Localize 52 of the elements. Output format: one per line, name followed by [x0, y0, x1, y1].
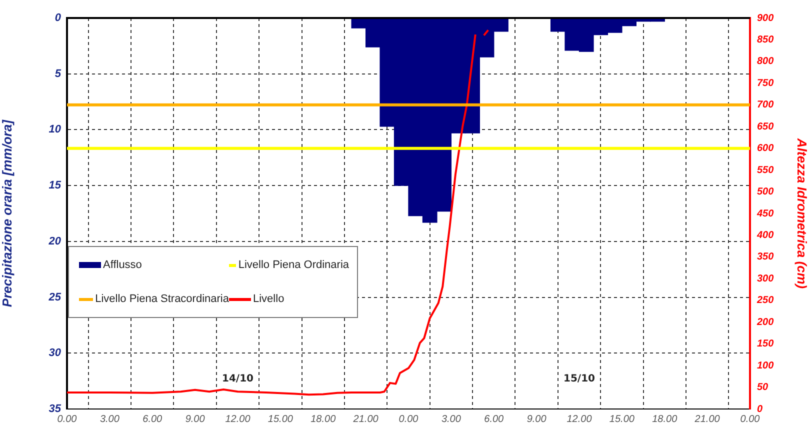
y-tick-label: 10 [48, 124, 62, 136]
y2-tick-label: 900 [757, 12, 774, 24]
x-tick-label: 6.00 [142, 414, 163, 425]
x-tick-label: 12.00 [566, 414, 592, 425]
y2-tick-label: 500 [757, 186, 774, 198]
legend-label: Livello Piena Stracordinaria [95, 293, 229, 305]
x-tick-label: 3.00 [100, 414, 120, 425]
x-tick-label: 3.00 [441, 414, 462, 425]
y2-tick-label: 600 [757, 143, 774, 154]
y-tick-label: 5 [54, 68, 62, 80]
y2-tick-label: 850 [757, 34, 774, 46]
y2-tick-label: 100 [757, 360, 774, 372]
x-tick-label: 18.00 [310, 414, 336, 425]
y-tick-label: 30 [48, 347, 62, 360]
y2-tick-label: 150 [757, 338, 774, 350]
legend-label: Afflusso [103, 259, 142, 271]
y2-tick-label: 450 [756, 208, 774, 220]
y2-tick-label: 300 [757, 273, 774, 284]
y2-tick-label: 350 [757, 252, 774, 263]
x-tick-label: 0.00 [57, 414, 78, 425]
x-tick-label: 18.00 [652, 414, 678, 425]
x-tick-label: 21.00 [694, 414, 720, 425]
y2-tick-label: 750 [757, 78, 774, 89]
y-tick-label: 25 [48, 291, 62, 304]
y2-tick-label: 250 [756, 295, 774, 306]
annotation: 15/10 [564, 374, 596, 385]
annotation: 14/10 [222, 374, 254, 385]
y2-tick-label: 50 [757, 382, 769, 394]
y2-tick-label: 800 [757, 56, 774, 68]
y2-tick-label: 0 [757, 404, 763, 415]
y2-tick-label: 550 [757, 164, 774, 176]
legend-label: Livello [253, 293, 284, 305]
x-tick-label: 0.00 [740, 414, 760, 425]
y-axis-title: Precipitazione oraria [mm/ora] [0, 119, 14, 308]
y2-tick-label: 400 [756, 230, 774, 241]
x-tick-label: 0.00 [398, 414, 419, 425]
x-tick-label: 6.00 [484, 414, 504, 425]
y2-tick-label: 700 [757, 100, 774, 111]
x-tick-label: 21.00 [352, 414, 379, 425]
y2-tick-label: 650 [757, 121, 774, 132]
x-tick-label: 12.00 [225, 414, 251, 425]
y-tick-label: 0 [54, 12, 62, 24]
y2-tick-label: 200 [756, 316, 774, 328]
x-tick-label: 9.00 [185, 414, 206, 425]
x-tick-label: 15.00 [268, 414, 294, 425]
y-tick-label: 35 [48, 403, 62, 416]
legend-label: Livello Piena Ordinaria [238, 259, 349, 271]
x-tick-label: 15.00 [609, 414, 635, 425]
y-tick-label: 20 [48, 235, 62, 248]
y-tick-label: 15 [48, 180, 62, 192]
x-tick-label: 9.00 [526, 414, 547, 425]
y2-axis-title: Altezza Idrometrica (cm) [794, 137, 809, 289]
